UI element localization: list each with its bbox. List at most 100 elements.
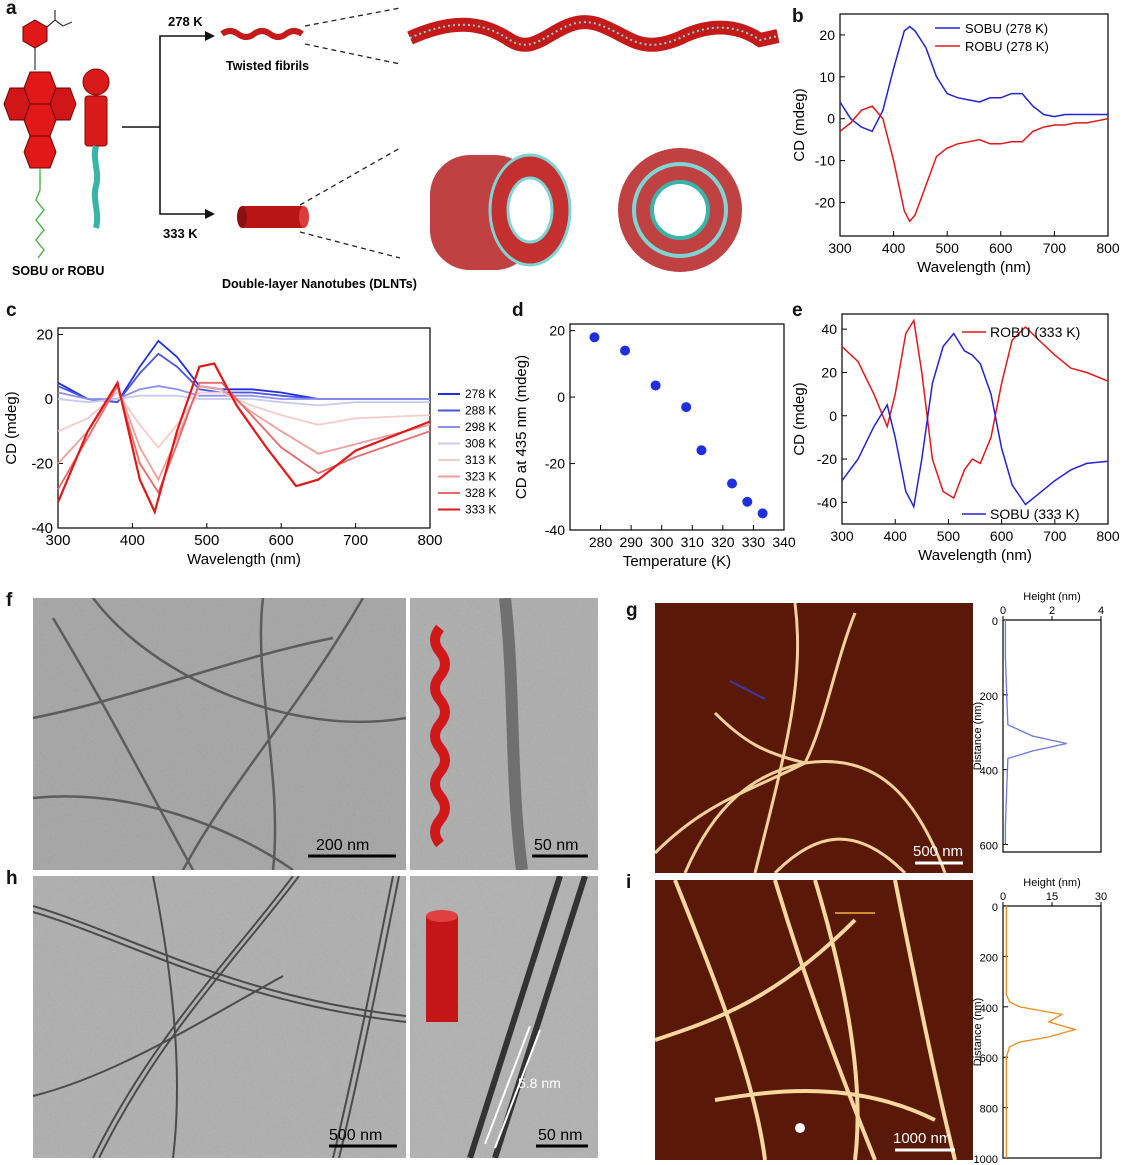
y-tick-label: 20 (36, 326, 53, 343)
pathway-arrows (122, 31, 215, 219)
scale-bar-h-left: 500 nm (329, 1127, 382, 1144)
x-tick-label: 15 (1046, 891, 1058, 903)
scale-bar-f-right: 50 nm (534, 837, 578, 854)
scatter-point (681, 402, 692, 413)
scale-bar-g: 500 nm (913, 843, 963, 860)
legend-label: 333 K (465, 503, 496, 517)
legend-label: 298 K (465, 420, 496, 434)
legend-label: 328 K (465, 486, 496, 500)
y-tick-label: -20 (31, 455, 53, 472)
x-tick-label: 400 (882, 240, 906, 256)
legend-label: 288 K (465, 404, 496, 418)
x-tick-label: 280 (589, 534, 613, 550)
y-tick-label: 0 (992, 902, 998, 914)
x-tick-label: 600 (990, 528, 1014, 544)
y-tick-label: -40 (545, 522, 565, 538)
scale-bar-i: 1000 nm (893, 1130, 951, 1147)
temp-low-label: 278 K (168, 14, 203, 29)
chart-c: 300 400 500 600 700 800 -40 -20 0 20 Wavelength (n… (3, 326, 496, 568)
afm-image-i: 1000 nm (655, 880, 973, 1160)
y-tick-label: -40 (31, 520, 53, 537)
plot-frame (1002, 905, 1102, 1159)
afm-image-g: 500 nm (655, 603, 973, 873)
chart-g-profile: 0 2 4 0 200 400 600 Height (nm) Distance (nm) (972, 591, 1104, 853)
legend-label: 308 K (465, 437, 496, 451)
plot-frame (841, 313, 1109, 525)
y-tick-label: 200 (980, 691, 998, 703)
panel-letter-b: b (792, 6, 804, 27)
y-tick-label: 20 (821, 364, 837, 380)
y-tick-label: 40 (821, 321, 837, 337)
legend-label: 323 K (465, 470, 496, 484)
x-axis-label: Wavelength (nm) (187, 551, 301, 568)
x-axis-label: Temperature (K) (623, 553, 731, 570)
x-tick-label: 320 (711, 534, 735, 550)
plot-frame (1002, 619, 1102, 853)
scatter-point (589, 332, 600, 343)
block-cartoon (82, 68, 110, 229)
x-tick-label: 800 (1096, 240, 1120, 256)
x-tick-label: 500 (937, 528, 961, 544)
x-axis-label: Height (nm) (1023, 591, 1080, 603)
y-tick-label: 600 (980, 1053, 998, 1065)
y-tick-label: -20 (815, 194, 835, 210)
x-tick-label: 300 (45, 532, 70, 549)
scatter-point (757, 508, 768, 519)
series-line-robu-278-k- (839, 105, 1109, 223)
molecule-label: SOBU or ROBU (12, 264, 104, 278)
y-axis-label: CD at 435 nm (mdeg) (513, 355, 530, 499)
scatter-point (620, 345, 631, 356)
twisted-fibril-model (407, 15, 780, 52)
y-tick-label: 200 (980, 952, 998, 964)
series-line-robu-333-k- (841, 318, 1109, 500)
scatter-point (696, 445, 707, 456)
x-tick-label: 800 (1096, 528, 1120, 544)
y-axis-label: Distance (nm) (972, 702, 984, 770)
low-product-label: Twisted fibrils (226, 59, 309, 73)
legend-label: 313 K (465, 453, 496, 467)
x-tick-label: 500 (936, 240, 960, 256)
scatter-point (727, 478, 738, 489)
y-tick-label: 1000 (974, 1154, 998, 1165)
panel-letter-f: f (6, 590, 13, 611)
temp-high-label: 333 K (163, 226, 198, 241)
y-axis-label: Distance (nm) (972, 998, 984, 1066)
x-tick-label: 600 (989, 240, 1013, 256)
scale-bar-f-left: 200 nm (316, 837, 369, 854)
x-tick-label: 310 (681, 534, 705, 550)
plot-frame (57, 327, 431, 529)
x-axis-label: Wavelength (nm) (917, 259, 1031, 276)
x-tick-label: 400 (884, 528, 908, 544)
dlnt-cross-section (618, 148, 742, 272)
series-line-profile (1005, 906, 1078, 1158)
x-tick-label: 500 (194, 532, 219, 549)
panel-letter-h: h (6, 868, 18, 889)
y-tick-label: 400 (980, 1003, 998, 1015)
y-tick-label: 400 (980, 766, 998, 778)
molecule-structure (3, 10, 77, 259)
x-tick-label: 700 (343, 532, 368, 549)
y-tick-label: 0 (557, 389, 565, 405)
panel-letter-a: a (6, 0, 17, 19)
y-tick-label: 0 (992, 616, 998, 628)
twisted-fibril-icon (220, 28, 304, 40)
scale-bar-h-right: 50 nm (538, 1127, 582, 1144)
x-tick-label: 300 (830, 528, 854, 544)
chart-e: 300 400 500 600 700 800 -40 -20 0 20 40 Wavelength … (791, 313, 1120, 564)
legend-label: 278 K (465, 387, 496, 401)
tem-image-h-right: 5.8 nm 50 nm (410, 876, 598, 1158)
x-tick-label: 330 (742, 534, 766, 550)
y-tick-label: 800 (980, 1104, 998, 1116)
y-tick-label: 20 (549, 323, 565, 339)
y-tick-label: -20 (545, 456, 565, 472)
dlnt-side-model (430, 153, 572, 270)
scale-bar-h-measure: 5.8 nm (518, 1075, 561, 1091)
y-tick-label: -40 (817, 494, 837, 510)
x-tick-label: 300 (650, 534, 674, 550)
y-tick-label: 10 (819, 69, 835, 85)
tem-image-f-right: 50 nm (410, 598, 598, 870)
panel-letter-d: d (512, 300, 524, 321)
legend-label: ROBU (278 K) (965, 39, 1049, 54)
x-tick-label: 0 (1000, 605, 1006, 617)
x-tick-label: 30 (1095, 891, 1107, 903)
